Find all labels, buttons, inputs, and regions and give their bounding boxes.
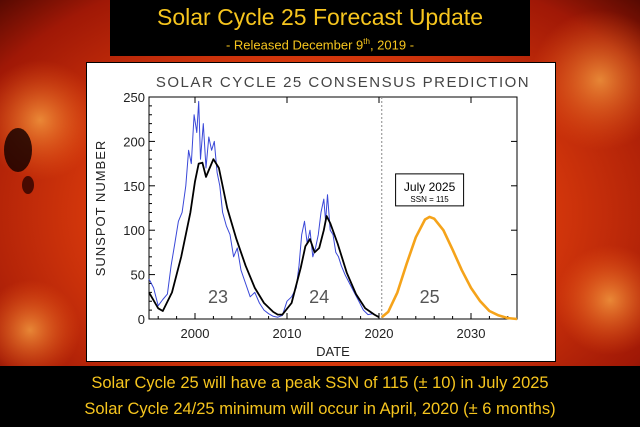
x-tick-label: 2020 (365, 326, 394, 341)
peak-annotation-value: SSN = 115 (410, 195, 449, 204)
subtitle-ordinal: th (363, 37, 370, 46)
y-tick-label: 250 (123, 90, 145, 105)
title-banner: Solar Cycle 25 Forecast Update - Release… (110, 0, 530, 56)
y-tick-label: 100 (123, 223, 145, 238)
page-title: Solar Cycle 25 Forecast Update (157, 4, 483, 30)
minimum-forecast-text: Solar Cycle 24/25 minimum will occur in … (84, 400, 556, 418)
y-tick-label: 200 (123, 134, 145, 149)
y-axis-label: SUNSPOT NUMBER (93, 140, 108, 277)
chart-title: SOLAR CYCLE 25 CONSENSUS PREDICTION (156, 74, 530, 91)
peak-forecast-text: Solar Cycle 25 will have a peak SSN of 1… (91, 374, 549, 392)
y-tick-label: 150 (123, 179, 145, 194)
summary-banner: Solar Cycle 25 will have a peak SSN of 1… (0, 366, 640, 427)
peak-annotation-box (395, 173, 465, 207)
cycle-label: 24 (309, 287, 329, 307)
x-axis-label: DATE (316, 344, 350, 359)
smoothed-sunspot-line (148, 158, 380, 318)
x-tick-label: 2010 (273, 326, 302, 341)
sunspot-chart: 0 50 100 150 200 250 2000 2010 2020 2030 SOLAR CYC… (93, 74, 530, 359)
plot-frame (148, 96, 518, 320)
peak-annotation-title: July 2025 (404, 180, 456, 194)
chart-panel: 0 50 100 150 200 250 2000 2010 2020 2030 SOLAR CYC… (86, 62, 556, 362)
subtitle-text: - Released December 9 (225, 37, 364, 53)
y-tick-label: 0 (138, 312, 145, 327)
release-date-subtitle: - Released December 9th, 2019 - (110, 33, 530, 53)
y-tick-label: 50 (131, 268, 145, 283)
cycle-label: 25 (420, 287, 440, 307)
x-tick-label: 2030 (457, 326, 486, 341)
predicted-cycle25-line (380, 215, 518, 321)
subtitle-year: , 2019 - (369, 37, 415, 53)
observed-sunspot-line (148, 100, 378, 318)
x-tick-label: 2000 (181, 326, 210, 341)
cycle-label: 23 (208, 287, 228, 307)
